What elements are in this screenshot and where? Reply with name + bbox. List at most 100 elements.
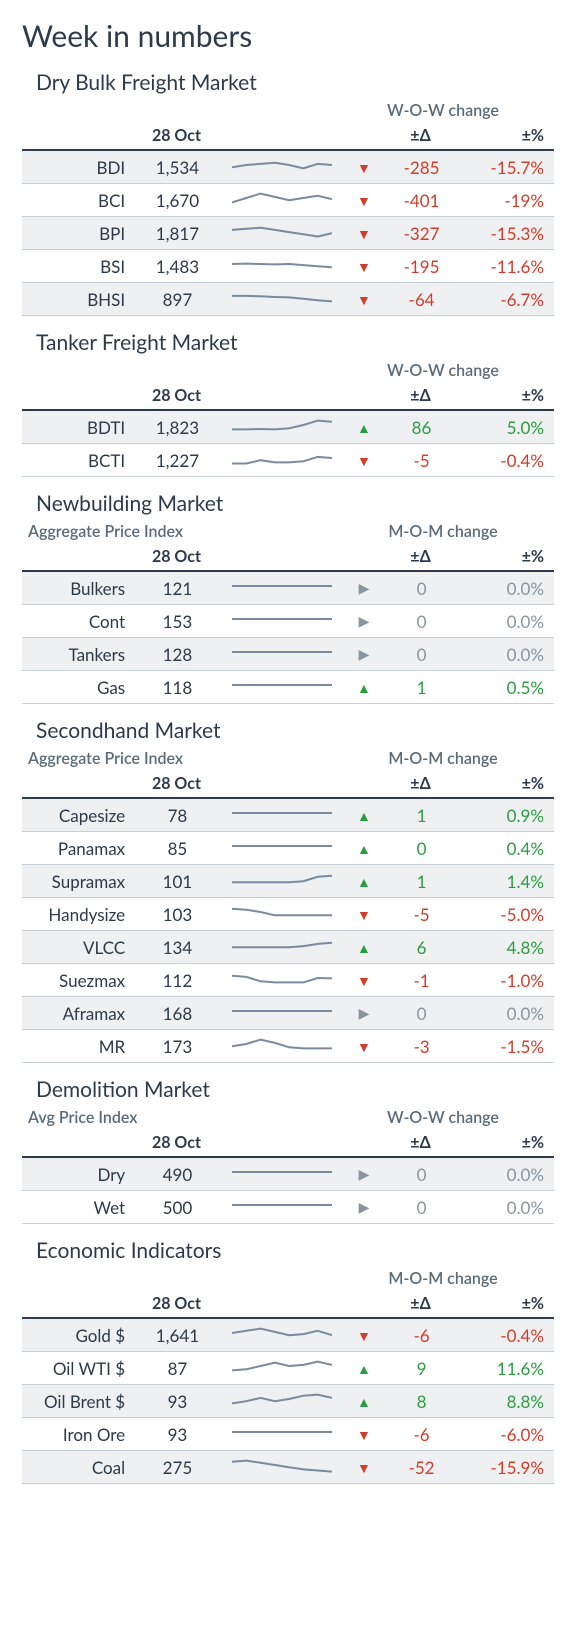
sparkline-cell — [218, 250, 347, 283]
table-row: BCI1,670▼-401-19% — [22, 184, 554, 217]
table-row: Aframax168▶00.0% — [22, 997, 554, 1030]
sparkline-icon — [232, 154, 332, 176]
sparkline-icon — [232, 901, 332, 923]
sparkline-icon — [232, 286, 332, 308]
table-row: Gas118▲10.5% — [22, 671, 554, 704]
row-delta: -6 — [381, 1418, 462, 1451]
table-row: MR173▼-3-1.5% — [22, 1030, 554, 1063]
row-value: 1,823 — [137, 410, 218, 444]
row-delta: -5 — [381, 444, 462, 477]
table-row: Supramax101▲11.4% — [22, 865, 554, 898]
data-table: 28 Oct±Δ±%BDI1,534▼-285-15.7%BCI1,670▼-4… — [22, 122, 554, 316]
table-row: Coal275▼-52-15.9% — [22, 1451, 554, 1484]
row-pct: 8.8% — [462, 1385, 554, 1418]
trend-arrow-icon: ▶ — [347, 997, 382, 1030]
row-delta: 1 — [381, 671, 462, 704]
row-pct: 0.0% — [462, 1191, 554, 1224]
section-title: Newbuilding Market — [36, 491, 554, 516]
row-delta: 0 — [381, 832, 462, 865]
sparkline-cell — [218, 184, 347, 217]
row-delta: -64 — [381, 283, 462, 316]
section-title: Secondhand Market — [36, 718, 554, 743]
row-label: BSI — [22, 250, 137, 283]
row-label: Dry — [22, 1157, 137, 1191]
sparkline-icon — [232, 835, 332, 857]
row-value: 1,227 — [137, 444, 218, 477]
sparkline-cell — [218, 150, 347, 184]
row-pct: 0.9% — [462, 798, 554, 832]
row-label: BCI — [22, 184, 137, 217]
trend-arrow-icon: ▼ — [347, 150, 382, 184]
sparkline-cell — [218, 444, 347, 477]
row-value: 121 — [137, 571, 218, 605]
row-value: 112 — [137, 964, 218, 997]
row-pct: 5.0% — [462, 410, 554, 444]
row-value: 153 — [137, 605, 218, 638]
trend-arrow-icon: ▼ — [347, 1451, 382, 1484]
row-value: 275 — [137, 1451, 218, 1484]
row-pct: 4.8% — [462, 931, 554, 964]
row-pct: 11.6% — [462, 1352, 554, 1385]
row-label: VLCC — [22, 931, 137, 964]
trend-arrow-icon: ▼ — [347, 217, 382, 250]
trend-arrow-icon: ▼ — [347, 283, 382, 316]
date-header: 28 Oct — [137, 770, 218, 798]
trend-arrow-icon: ▲ — [347, 798, 382, 832]
row-value: 1,483 — [137, 250, 218, 283]
section-title: Tanker Freight Market — [36, 330, 554, 355]
table-row: Iron Ore93▼-6-6.0% — [22, 1418, 554, 1451]
sparkline-icon — [232, 447, 332, 469]
sparkline-icon — [232, 253, 332, 275]
sparkline-icon — [232, 641, 332, 663]
sparkline-cell — [218, 1352, 347, 1385]
sparkline-cell — [218, 1157, 347, 1191]
sparkline-cell — [218, 1418, 347, 1451]
row-value: 93 — [137, 1385, 218, 1418]
trend-arrow-icon: ▶ — [347, 605, 382, 638]
subheader-left — [28, 361, 338, 380]
trend-arrow-icon: ▲ — [347, 1352, 382, 1385]
row-value: 128 — [137, 638, 218, 671]
data-table: 28 Oct±Δ±%BDTI1,823▲865.0%BCTI1,227▼-5-0… — [22, 382, 554, 477]
row-delta: 1 — [381, 865, 462, 898]
row-label: Handysize — [22, 898, 137, 931]
row-label: BDTI — [22, 410, 137, 444]
table-row: BDTI1,823▲865.0% — [22, 410, 554, 444]
subheader-left — [28, 1269, 338, 1288]
table-row: BSI1,483▼-195-11.6% — [22, 250, 554, 283]
trend-arrow-icon: ▶ — [347, 1191, 382, 1224]
data-table: 28 Oct±Δ±%Dry490▶00.0%Wet500▶00.0% — [22, 1129, 554, 1224]
row-value: 490 — [137, 1157, 218, 1191]
sparkline-icon — [232, 1421, 332, 1443]
row-value: 134 — [137, 931, 218, 964]
row-delta: -401 — [381, 184, 462, 217]
row-pct: 0.0% — [462, 605, 554, 638]
change-type-label: W-O-W change — [338, 101, 548, 120]
date-header: 28 Oct — [137, 122, 218, 150]
row-label: Bulkers — [22, 571, 137, 605]
row-label: Cont — [22, 605, 137, 638]
sparkline-cell — [218, 1385, 347, 1418]
sparkline-cell — [218, 931, 347, 964]
row-delta: -3 — [381, 1030, 462, 1063]
sparkline-cell — [218, 997, 347, 1030]
sparkline-icon — [232, 608, 332, 630]
sparkline-cell — [218, 865, 347, 898]
row-value: 101 — [137, 865, 218, 898]
subheader-left: Aggregate Price Index — [28, 749, 338, 768]
row-pct: -0.4% — [462, 1318, 554, 1352]
sparkline-icon — [232, 1355, 332, 1377]
row-pct: 0.0% — [462, 638, 554, 671]
row-value: 1,670 — [137, 184, 218, 217]
row-delta: -327 — [381, 217, 462, 250]
data-table: 28 Oct±Δ±%Gold $1,641▼-6-0.4%Oil WTI $87… — [22, 1290, 554, 1484]
table-row: BDI1,534▼-285-15.7% — [22, 150, 554, 184]
delta-header: ±Δ — [381, 382, 462, 410]
pct-header: ±% — [462, 382, 554, 410]
subheader-left: Avg Price Index — [28, 1108, 338, 1127]
sparkline-cell — [218, 410, 347, 444]
row-value: 500 — [137, 1191, 218, 1224]
row-value: 1,641 — [137, 1318, 218, 1352]
sparkline-cell — [218, 1030, 347, 1063]
table-row: Cont153▶00.0% — [22, 605, 554, 638]
